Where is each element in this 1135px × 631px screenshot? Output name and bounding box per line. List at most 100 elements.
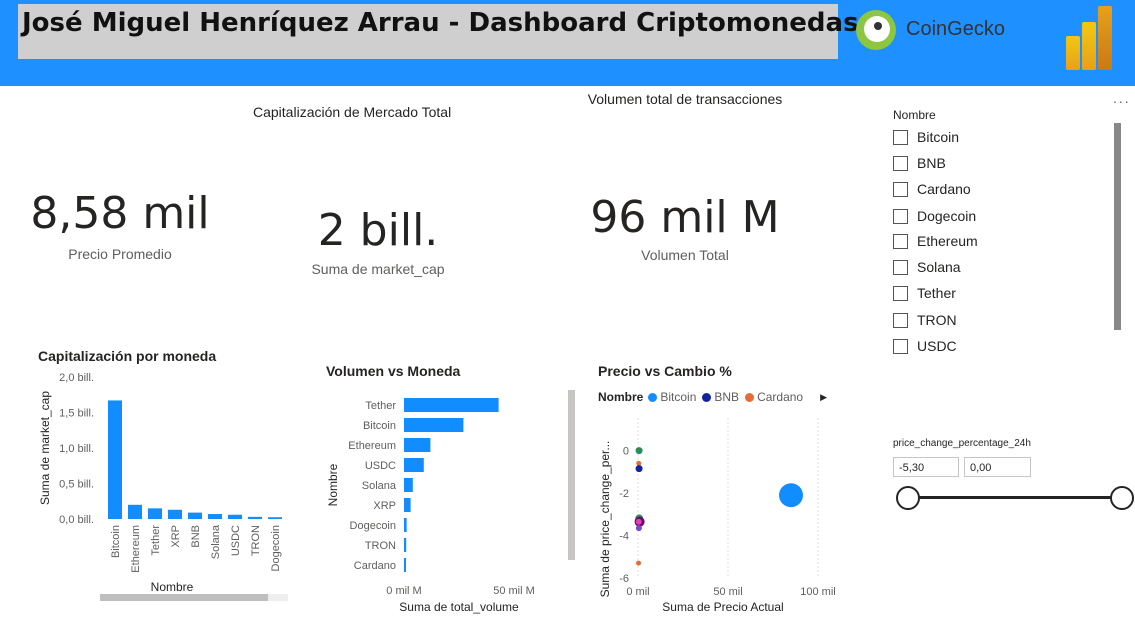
volume-card[interactable]: Volumen total de transacciones 96 mil M … [510,85,850,325]
price-change-min-input[interactable]: -5,30 [893,457,959,477]
y-tick-label: 0 [623,446,629,458]
scatter-point [636,560,642,566]
x-tick-label: XRP [170,525,182,548]
range-slider-track[interactable] [907,496,1120,499]
market-cap-chart[interactable]: 0,0 bill. 0,5 bill. 1,0 bill. 1,5 bill. 2,0 … [30,365,290,610]
scatter-point [635,518,642,525]
y-tick-label: 1,0 bill. [59,443,94,455]
bar-tether [404,398,499,412]
x-tick-label: 0 mil [626,586,649,598]
grid-guide-v3 [508,90,510,330]
legend-bitcoin[interactable]: Bitcoin [660,390,697,404]
slicer-item-tether[interactable]: Tether [893,283,956,303]
avg-price-card[interactable]: 8,58 mil Precio Promedio [10,95,240,325]
price-change-max-input[interactable]: 0,00 [964,457,1031,477]
bar-tether [148,508,162,519]
legend-cardano[interactable]: Cardano [757,390,804,404]
bar-solana [404,478,413,492]
legend-dot-bnb [702,392,712,402]
checkbox[interactable] [893,259,908,275]
checkbox[interactable] [893,155,908,171]
slicer-scrollbar[interactable] [1114,123,1121,330]
y-tick-label: Tether [365,400,396,412]
slicer-item-dogecoin[interactable]: Dogecoin [893,206,976,226]
legend-dot-cardano [745,392,755,402]
bar-ethereum [128,504,142,519]
checkbox[interactable] [893,338,908,354]
slicer-item-ethereum[interactable]: Ethereum [893,231,978,251]
bar-solana [208,514,222,519]
scatter-point [635,525,642,532]
checkbox[interactable] [893,312,908,328]
y-tick-label: Bitcoin [363,420,396,432]
scatter-chart[interactable]: 0 -2 -4 -60 mil 50 mil 100 mil Suma de price_c… [595,410,845,620]
market-cap-title: Capitalización de Mercado Total [253,104,452,120]
bar-bitcoin [108,400,122,519]
y-tick-label: Cardano [354,560,396,572]
slicer-item-solana[interactable]: Solana [893,257,961,277]
legend-title: Nombre [598,390,644,404]
slicer-item-usdc[interactable]: USDC [893,336,957,356]
y-tick-label: 0,5 bill. [59,479,94,491]
x-tick-label: Dogecoin [270,525,282,571]
bar-dogecoin [268,517,282,519]
scatter-legend: Nombre Bitcoin BNB Cardano ▶ [598,390,827,404]
checkbox[interactable] [893,208,908,224]
more-options-icon[interactable]: ... [1113,90,1131,106]
power-bi-logo-icon [1066,6,1114,70]
coingecko-logo-text: CoinGecko [906,18,1005,40]
legend-bnb[interactable]: BNB [714,390,740,404]
volume-chart-scrollbar[interactable] [568,390,575,560]
bar-bitcoin [404,418,464,432]
x-tick-label: 50 mil [713,586,742,598]
y-tick-label: XRP [373,500,396,512]
bar-bnb [188,512,202,519]
volume-chart[interactable]: Tether Bitcoin Ethereum USDC Solana XRP Dogeco… [322,385,572,617]
market-cap-chart-scroll-thumb[interactable] [100,594,268,601]
grid-guide-top [0,86,1135,88]
grid-guide-bottom [0,606,1135,608]
bar-xrp [404,498,411,512]
bar-ethereum [404,438,431,452]
checkbox[interactable] [893,181,908,197]
y-tick-label: Ethereum [348,440,396,452]
slicer-item-bnb[interactable]: BNB [893,153,946,173]
x-axis-title: Nombre [151,580,194,594]
title-box [18,4,838,59]
x-axis-title: Suma de Precio Actual [662,600,783,614]
y-axis-title: Nombre [326,463,340,506]
volume-title: Volumen total de transacciones [587,91,783,107]
bar-usdc [404,458,424,472]
y-tick-label: 1,5 bill. [59,408,94,420]
scatter-point [635,447,643,455]
scatter-chart-title: Precio vs Cambio % [598,363,732,379]
x-axis-title: Suma de total_volume [399,600,519,614]
legend-dot-bitcoin [648,392,658,402]
nombre-slicer: ... Nombre [885,90,1130,355]
y-tick-label: 0,0 bill. [59,514,94,526]
y-axis-title: Suma de price_change_per... [598,441,612,598]
y-tick-label: -4 [619,531,629,543]
market-cap-card[interactable]: Capitalización de Mercado Total 2 bill. … [248,95,506,325]
legend-next-arrow-icon[interactable]: ▶ [820,391,828,402]
volume-value: 96 mil M [590,192,780,243]
checkbox[interactable] [893,285,908,301]
range-slider-max-handle[interactable] [1110,486,1134,510]
bar-tron [248,516,262,519]
price-change-slicer-title: price_change_percentage_24h [893,438,1031,449]
x-tick-label: 0 mil M [386,585,421,597]
slicer-item-tron[interactable]: TRON [893,310,957,330]
bar-xrp [168,509,182,519]
bar-dogecoin [404,518,407,532]
slicer-item-bitcoin[interactable]: Bitcoin [893,127,959,147]
checkbox[interactable] [893,129,908,145]
slicer-item-cardano[interactable]: Cardano [893,179,971,199]
y-tick-label: -2 [619,488,629,500]
x-tick-label: 50 mil M [493,585,535,597]
scatter-point [636,460,642,466]
checkbox[interactable] [893,233,908,249]
range-slider-min-handle[interactable] [896,486,920,510]
y-tick-label: Dogecoin [350,520,396,532]
x-tick-label: Ethereum [130,525,142,573]
y-tick-label: Solana [362,480,397,492]
